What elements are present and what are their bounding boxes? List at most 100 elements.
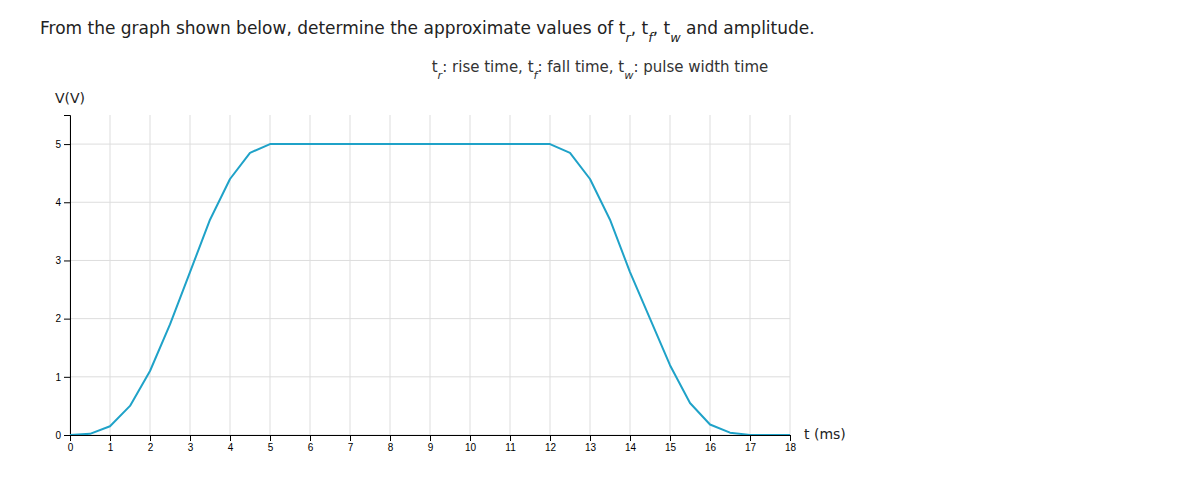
waveform-line bbox=[70, 144, 790, 435]
grid-line-x bbox=[670, 115, 671, 435]
x-tick-mark bbox=[630, 435, 631, 441]
x-tick-label: 3 bbox=[188, 442, 194, 453]
grid-line-x bbox=[430, 115, 431, 435]
y-tick-mark bbox=[64, 202, 70, 203]
grid-line-x bbox=[590, 115, 591, 435]
y-axis: 0 1 2 3 4 5 bbox=[55, 116, 70, 441]
x-tick-label: 17 bbox=[745, 442, 757, 453]
x-tick-mark bbox=[470, 435, 471, 441]
x-tick: 6 bbox=[308, 435, 314, 453]
x-tick-label: 14 bbox=[625, 442, 637, 453]
y-tick-mark bbox=[64, 319, 70, 320]
x-tick-mark bbox=[310, 435, 311, 441]
x-tick: 12 bbox=[545, 435, 557, 453]
x-tick-label: 16 bbox=[705, 442, 717, 453]
x-tick-mark bbox=[430, 435, 431, 441]
grid-line-x bbox=[710, 115, 711, 435]
x-tick: 9 bbox=[428, 435, 434, 453]
grid-line-x bbox=[150, 115, 151, 435]
y-tick: 2 bbox=[55, 313, 70, 324]
x-tick-label: 13 bbox=[585, 442, 597, 453]
y-tick: 1 bbox=[55, 372, 70, 383]
x-tick: 5 bbox=[268, 435, 274, 453]
x-tick: 13 bbox=[585, 435, 597, 453]
y-tick-label: 2 bbox=[55, 313, 61, 324]
grid-line-x bbox=[790, 115, 791, 435]
x-tick-mark bbox=[270, 435, 271, 441]
title-part: and amplitude. bbox=[681, 18, 815, 38]
x-tick-label: 2 bbox=[148, 442, 154, 453]
x-tick: 2 bbox=[148, 435, 154, 453]
grid-line-x bbox=[230, 115, 231, 435]
y-tick: 0 bbox=[55, 430, 70, 441]
x-tick-label: 11 bbox=[505, 442, 516, 453]
x-tick-mark bbox=[750, 435, 751, 441]
y-tick-label: 1 bbox=[55, 372, 61, 383]
y-tick-mark bbox=[64, 144, 70, 145]
x-tick: 11 bbox=[505, 435, 516, 453]
x-tick: 4 bbox=[228, 435, 234, 453]
subtitle: tr: rise time, tf: fall time, tw: pulse … bbox=[432, 58, 769, 82]
subtitle-part: : pulse width time bbox=[633, 58, 768, 76]
x-tick: 18 bbox=[785, 435, 797, 453]
x-tick: 10 bbox=[465, 435, 477, 453]
grid-line-y bbox=[70, 318, 790, 319]
grid-line-x bbox=[110, 115, 111, 435]
grid-line-x bbox=[270, 115, 271, 435]
x-axis-line bbox=[71, 436, 791, 442]
x-tick-label: 12 bbox=[545, 442, 557, 453]
x-tick-label: 9 bbox=[428, 442, 434, 453]
x-tick: 1 bbox=[108, 435, 114, 453]
x-tick-label: 8 bbox=[388, 442, 394, 453]
grid-line-x bbox=[510, 115, 511, 435]
grid-line-x bbox=[350, 115, 351, 435]
x-tick-label: 0 bbox=[68, 442, 74, 453]
grid-line-y bbox=[70, 260, 790, 261]
x-axis-label: t (ms) bbox=[804, 426, 846, 442]
y-tick: 3 bbox=[55, 255, 70, 266]
x-tick-mark bbox=[790, 435, 791, 441]
x-tick: 15 bbox=[665, 435, 677, 453]
x-tick-label: 1 bbox=[108, 442, 114, 453]
x-tick-label: 10 bbox=[465, 442, 477, 453]
grid-line-y bbox=[70, 376, 790, 377]
title-part: From the graph shown below, determine th… bbox=[40, 18, 626, 38]
grid-line-x bbox=[390, 115, 391, 435]
y-tick: 5 bbox=[55, 139, 70, 150]
x-tick-mark bbox=[550, 435, 551, 441]
x-tick: 17 bbox=[745, 435, 757, 453]
y-tick-label: 3 bbox=[55, 255, 61, 266]
x-tick-mark bbox=[350, 435, 351, 441]
x-tick-label: 5 bbox=[268, 442, 274, 453]
x-tick: 8 bbox=[388, 435, 394, 453]
subtitle-part: : rise time, t bbox=[442, 58, 533, 76]
x-axis: 0123456789101112131415161718 bbox=[68, 435, 797, 453]
x-tick-label: 4 bbox=[228, 442, 234, 453]
x-tick-mark bbox=[510, 435, 511, 441]
grid-line-x bbox=[750, 115, 751, 435]
title-part: , t bbox=[653, 18, 671, 38]
x-tick-label: 7 bbox=[348, 442, 354, 453]
grid bbox=[70, 115, 790, 435]
y-axis-label: V(V) bbox=[55, 90, 85, 106]
x-tick-label: 18 bbox=[785, 442, 797, 453]
subtitle-part: : fall time, t bbox=[538, 58, 625, 76]
chart: From the graph shown below, determine th… bbox=[0, 0, 1200, 488]
x-tick: 16 bbox=[705, 435, 717, 453]
x-tick-mark bbox=[190, 435, 191, 441]
x-tick-mark bbox=[230, 435, 231, 441]
y-tick-mark bbox=[64, 435, 70, 436]
x-tick: 3 bbox=[188, 435, 194, 453]
grid-line-y bbox=[70, 202, 790, 203]
y-axis-line bbox=[64, 116, 71, 436]
y-tick-label: 0 bbox=[55, 430, 61, 441]
grid-line-x bbox=[310, 115, 311, 435]
plot-area bbox=[70, 144, 790, 435]
y-tick-mark bbox=[64, 260, 70, 261]
x-tick-mark bbox=[590, 435, 591, 441]
grid-line-x bbox=[470, 115, 471, 435]
x-tick-mark bbox=[710, 435, 711, 441]
x-tick-label: 15 bbox=[665, 442, 677, 453]
x-tick: 0 bbox=[68, 435, 74, 453]
y-tick: 4 bbox=[55, 197, 70, 208]
